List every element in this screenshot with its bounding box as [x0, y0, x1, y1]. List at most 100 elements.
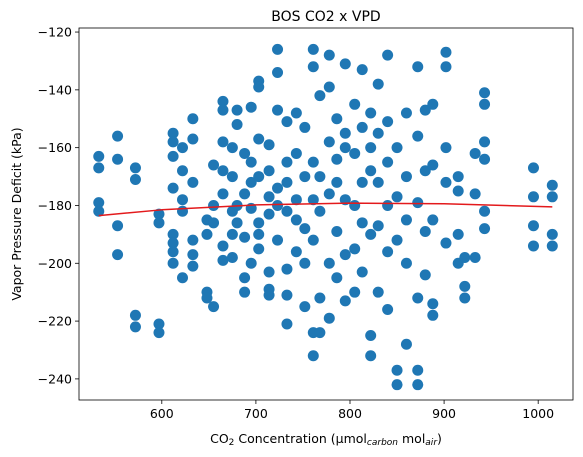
point: [314, 90, 326, 102]
x-tick-label: 1000: [522, 406, 554, 421]
point: [469, 188, 481, 200]
point: [167, 150, 179, 162]
point: [546, 191, 558, 203]
point: [167, 228, 179, 240]
point: [307, 350, 319, 362]
point: [365, 350, 377, 362]
point: [263, 139, 275, 151]
point: [452, 228, 464, 240]
y-tick-label: −140: [38, 82, 72, 97]
point: [129, 173, 141, 185]
point: [400, 214, 412, 226]
point: [349, 199, 361, 211]
point: [253, 133, 265, 145]
point: [314, 205, 326, 217]
point: [263, 191, 275, 203]
point: [93, 205, 105, 217]
point: [272, 67, 284, 79]
point: [372, 127, 384, 139]
point: [391, 191, 403, 203]
point: [201, 228, 213, 240]
point: [365, 330, 377, 342]
point: [412, 292, 424, 304]
point: [323, 257, 335, 269]
point: [339, 249, 351, 261]
point: [349, 147, 361, 159]
point: [253, 228, 265, 240]
point: [356, 217, 368, 229]
point: [253, 171, 265, 183]
point: [440, 237, 452, 249]
point: [239, 147, 251, 159]
point: [253, 243, 265, 255]
point: [412, 364, 424, 376]
x-axis-label-part: CO: [210, 431, 229, 446]
point: [281, 176, 293, 188]
point: [349, 98, 361, 110]
point: [167, 182, 179, 194]
point: [239, 231, 251, 243]
point: [307, 234, 319, 246]
point: [177, 272, 189, 284]
point: [217, 95, 229, 107]
point: [440, 61, 452, 73]
point: [356, 176, 368, 188]
point: [167, 246, 179, 258]
point: [112, 249, 124, 261]
y-tick-label: −120: [38, 25, 72, 40]
point: [177, 194, 189, 206]
point: [93, 197, 105, 209]
point: [129, 321, 141, 333]
point: [281, 289, 293, 301]
point: [382, 199, 394, 211]
point: [412, 197, 424, 209]
point: [239, 286, 251, 298]
point: [239, 188, 251, 200]
point: [187, 176, 199, 188]
point: [226, 171, 238, 183]
point: [153, 318, 165, 330]
point: [281, 116, 293, 128]
point: [314, 171, 326, 183]
point: [153, 217, 165, 229]
point: [239, 272, 251, 284]
point: [290, 147, 302, 159]
point: [469, 252, 481, 264]
fit-line: [98, 202, 553, 217]
point: [217, 136, 229, 148]
y-tick-label: −220: [38, 314, 72, 329]
point: [479, 98, 491, 110]
point: [331, 225, 343, 237]
point: [339, 295, 351, 307]
point: [400, 257, 412, 269]
point: [167, 127, 179, 139]
point: [208, 199, 220, 211]
point: [281, 156, 293, 168]
point: [217, 165, 229, 177]
point: [427, 298, 439, 310]
point: [365, 142, 377, 154]
x-tick-label: 800: [338, 406, 362, 421]
point: [546, 228, 558, 240]
point: [391, 142, 403, 154]
point: [356, 121, 368, 133]
point: [112, 130, 124, 142]
point: [331, 176, 343, 188]
point: [153, 208, 165, 220]
point: [177, 205, 189, 217]
point: [382, 116, 394, 128]
point: [177, 142, 189, 154]
point: [400, 338, 412, 350]
point: [400, 107, 412, 119]
point: [93, 162, 105, 174]
x-axis-label: CO2 Concentration (μmolcarbon molair): [210, 431, 442, 448]
point: [153, 327, 165, 339]
point: [245, 257, 257, 269]
point: [245, 176, 257, 188]
point: [372, 78, 384, 90]
point: [365, 228, 377, 240]
y-tick-label: −180: [38, 198, 72, 213]
point: [281, 318, 293, 330]
point: [372, 286, 384, 298]
point: [314, 292, 326, 304]
